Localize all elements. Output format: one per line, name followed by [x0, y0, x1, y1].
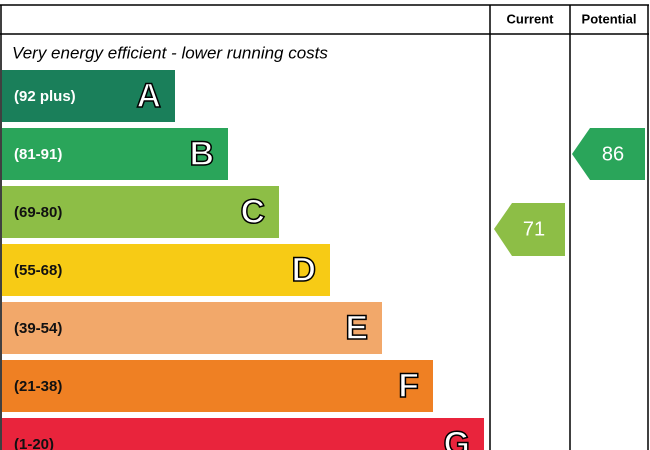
band-range: (81-91)	[14, 146, 62, 163]
band	[2, 302, 382, 354]
band-letter: E	[345, 309, 368, 347]
band	[2, 128, 228, 180]
header-current: Current	[507, 11, 555, 26]
band-letter: G	[444, 425, 470, 450]
band	[2, 244, 330, 296]
band-letter: C	[240, 193, 265, 231]
band-range: (21-38)	[14, 378, 62, 395]
band-range: (39-54)	[14, 320, 62, 337]
band-range: (92 plus)	[14, 88, 76, 105]
current-value: 71	[523, 218, 545, 240]
band	[2, 186, 279, 238]
band	[2, 70, 175, 122]
band-letter: A	[136, 77, 161, 115]
potential-value: 86	[602, 143, 624, 165]
band-range: (55-68)	[14, 262, 62, 279]
bands: (92 plus) A (81-91) B (69-80) C (55-68) D (39-54…	[2, 70, 484, 450]
band-letter: B	[189, 135, 214, 173]
band-range: (69-80)	[14, 204, 62, 221]
header-potential: Potential	[582, 11, 637, 26]
band	[2, 418, 484, 450]
band	[2, 360, 433, 412]
current-arrow	[494, 203, 565, 256]
potential-arrow	[572, 128, 645, 180]
band-letter: F	[398, 367, 419, 405]
caption: Very energy efficient - lower running co…	[12, 43, 328, 62]
band-range: (1-20)	[14, 436, 54, 450]
band-letter: D	[291, 251, 316, 289]
